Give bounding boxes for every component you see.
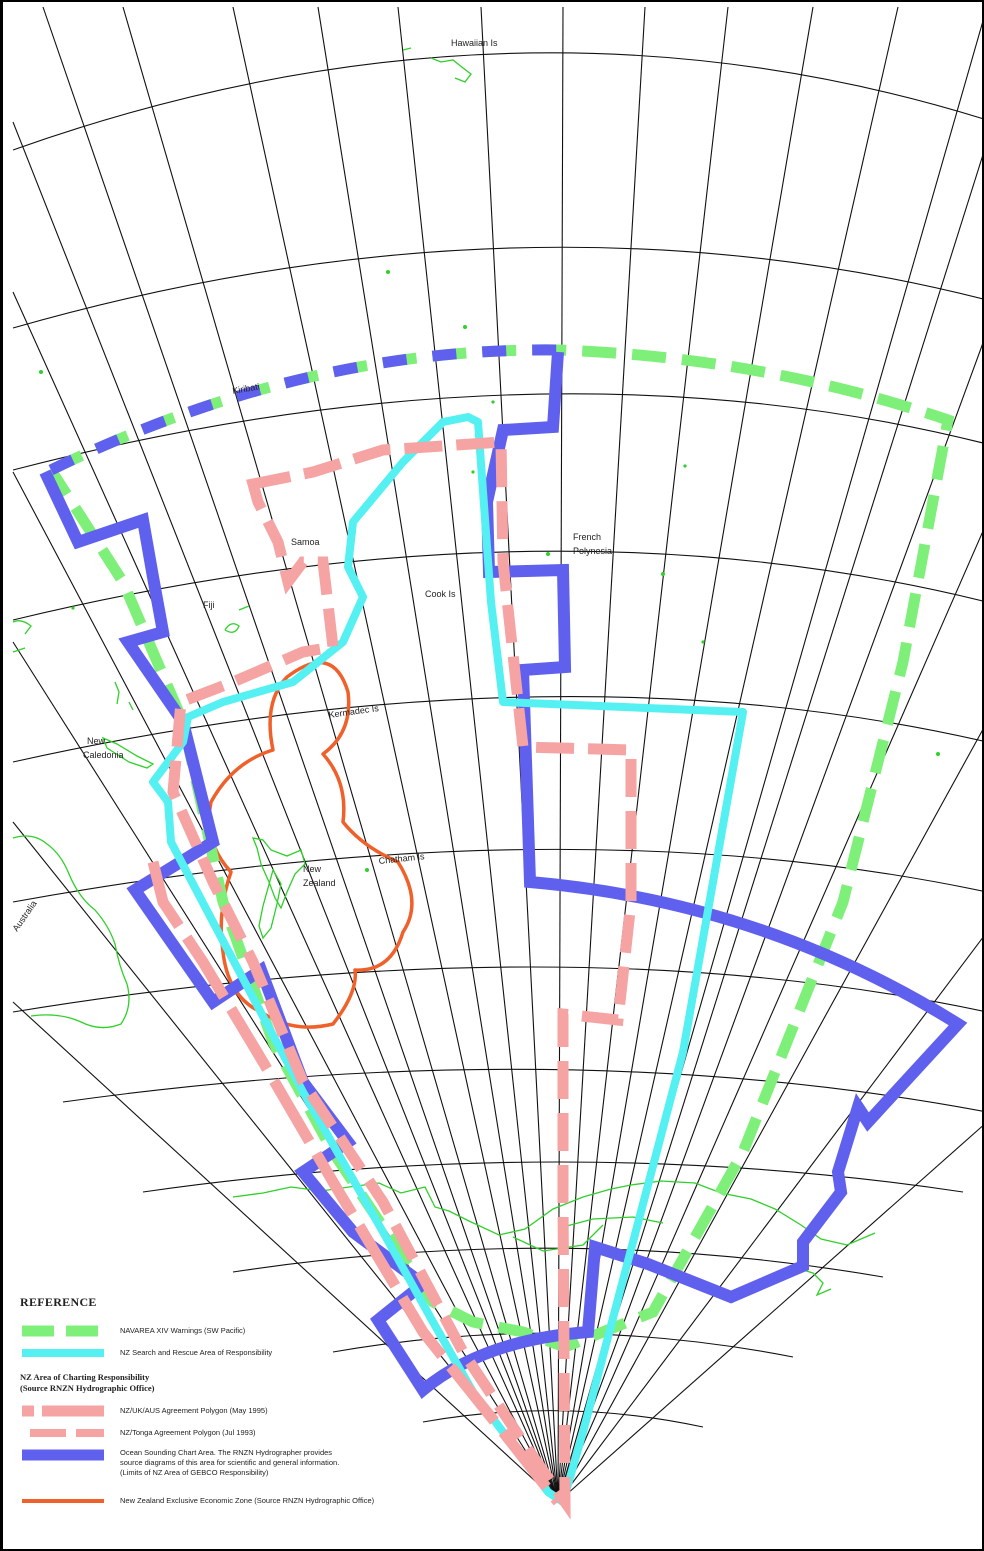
sar-boundary [149,413,747,1506]
label-fiji: Fiji [203,600,215,610]
label-cook: Cook Is [425,589,456,599]
ocean-sounding-line-3: (Limits of NZ Area of GEBCO Responsibili… [120,1468,269,1477]
label-kiribati: Kiribati [232,381,261,396]
ocean-sounding-boundary [39,351,968,1399]
charting-heading-line-1: NZ Area of Charting Responsibility [20,1372,150,1382]
navarea-swatch [22,1325,104,1337]
label-new-caledonia-2: Caledonia [83,750,124,760]
kiribati-segment [48,344,559,475]
nz-tonga-swatch [30,1429,104,1437]
navarea-boundary [46,344,955,1353]
ocean-sounding-line-1: Ocean Sounding Chart Area. The RNZN Hydr… [120,1448,333,1457]
label-french-polynesia-1: French [573,532,601,542]
new-zealand-south [258,868,282,940]
small-islands [39,270,940,872]
australia-coast [12,835,130,1029]
sar-label: NZ Search and Rescue Area of Responsibil… [120,1348,273,1357]
label-kermadec: Kermadec Is [328,703,380,720]
label-australia: Australia [10,899,38,933]
vanuatu-coast [114,681,134,711]
hawaii-coast [402,47,472,83]
ocean-sounding-line-2: source diagrams of this area for scienti… [120,1458,340,1467]
legend-item-nz-tonga: NZ/Tonga Agreement Polygon (Jul 1993) [20,1422,520,1444]
label-samoa: Samoa [291,537,320,547]
ocean-sounding-swatch [22,1449,104,1461]
graticule-parallels [12,52,982,1428]
label-french-polynesia-2: Polynesia [573,546,612,556]
map-canvas: Hawaiian Is Kiribati Samoa Fiji Cook Is … [10,6,982,1520]
eez-label: New Zealand Exclusive Economic Zone (Sou… [120,1496,375,1505]
label-new-zealand-1: New [303,864,322,874]
legend-item-ocean-sounding: Ocean Sounding Chart Area. The RNZN Hydr… [20,1444,520,1490]
nz-eez-boundary [207,660,414,1029]
ocean-sounding-label: Ocean Sounding Chart Area. The RNZN Hydr… [120,1448,339,1478]
charting-heading: NZ Area of Charting Responsibility (Sour… [20,1372,520,1394]
nz-uk-aus-label: NZ/UK/AUS Agreement Polygon (May 1995) [120,1406,268,1415]
legend-item-eez: New Zealand Exclusive Economic Zone (Sou… [20,1490,520,1512]
nz-uk-aus-polygon [147,860,563,1506]
nz-tonga-polygon [167,436,637,1520]
sar-swatch [22,1349,104,1357]
charting-heading-line-2: (Source RNZN Hydrographic Office) [20,1383,155,1393]
new-zealand-north [251,837,306,910]
eez-swatch [22,1499,104,1503]
legend-item-sar: NZ Search and Rescue Area of Responsibil… [20,1342,520,1364]
legend-item-navarea: NAVAREA XIV Warnings (SW Pacific) [20,1320,520,1342]
legend-item-nz-uk-aus: NZ/UK/AUS Agreement Polygon (May 1995) [20,1400,520,1422]
antarctica-coast [232,1180,876,1246]
label-hawaiian: Hawaiian Is [451,38,498,48]
label-new-zealand-2: Zealand [303,878,336,888]
nz-uk-aus-swatch [22,1405,104,1417]
legend-title: REFERENCE [20,1295,97,1309]
new-caledonia-coast [101,736,155,769]
navarea-label: NAVAREA XIV Warnings (SW Pacific) [120,1326,246,1335]
label-new-caledonia-1: New [87,736,106,746]
nz-tonga-label: NZ/Tonga Agreement Polygon (Jul 1993) [120,1428,256,1437]
legend: REFERENCE NAVAREA XIV Warnings (SW Pacif… [20,1295,520,1512]
graticule-meridians [12,6,982,1503]
fiji-coast [224,605,250,633]
label-chatham: Chatham Is [378,851,425,866]
